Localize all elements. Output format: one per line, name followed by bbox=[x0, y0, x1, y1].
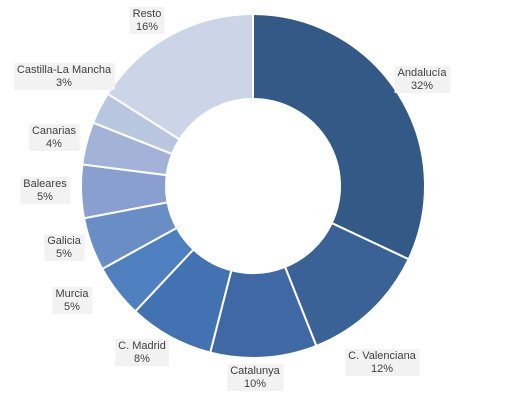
data-label-category: Galicia bbox=[47, 235, 82, 247]
data-label-box bbox=[44, 234, 85, 261]
data-label-category: Catalunya bbox=[230, 365, 280, 377]
data-label-value: 4% bbox=[46, 138, 62, 150]
data-label-value: 32% bbox=[411, 80, 433, 92]
data-label-value: 16% bbox=[136, 21, 158, 33]
data-label-value: 5% bbox=[56, 248, 72, 260]
data-label-box bbox=[394, 66, 451, 93]
data-label-box bbox=[13, 63, 115, 90]
data-label-box bbox=[28, 124, 80, 151]
data-label-box bbox=[129, 7, 165, 34]
data-label-box bbox=[227, 364, 284, 391]
data-label-value: 5% bbox=[37, 191, 53, 203]
data-label-category: Andalucía bbox=[398, 67, 448, 79]
data-label-box bbox=[20, 177, 71, 204]
slice-resto bbox=[106, 12, 254, 141]
data-label-category: Murcia bbox=[55, 288, 89, 300]
data-label-box bbox=[345, 349, 420, 376]
donut-slices bbox=[80, 12, 426, 359]
data-label-value: 5% bbox=[64, 301, 80, 313]
data-label-category: Castilla-La Mancha bbox=[17, 64, 112, 76]
data-label-box bbox=[115, 339, 169, 366]
data-label-category: C. Madrid bbox=[118, 340, 166, 352]
data-label-box bbox=[52, 287, 93, 314]
data-label-category: C. Valenciana bbox=[348, 350, 417, 362]
data-label-value: 3% bbox=[56, 77, 72, 89]
slice-andalucia bbox=[252, 12, 426, 261]
data-label-value: 10% bbox=[244, 378, 266, 390]
data-label-category: Baleares bbox=[23, 178, 67, 190]
data-label-category: Canarias bbox=[32, 125, 77, 137]
data-label-value: 8% bbox=[134, 353, 150, 365]
data-label-category: Resto bbox=[133, 8, 162, 20]
data-label-value: 12% bbox=[371, 363, 393, 375]
